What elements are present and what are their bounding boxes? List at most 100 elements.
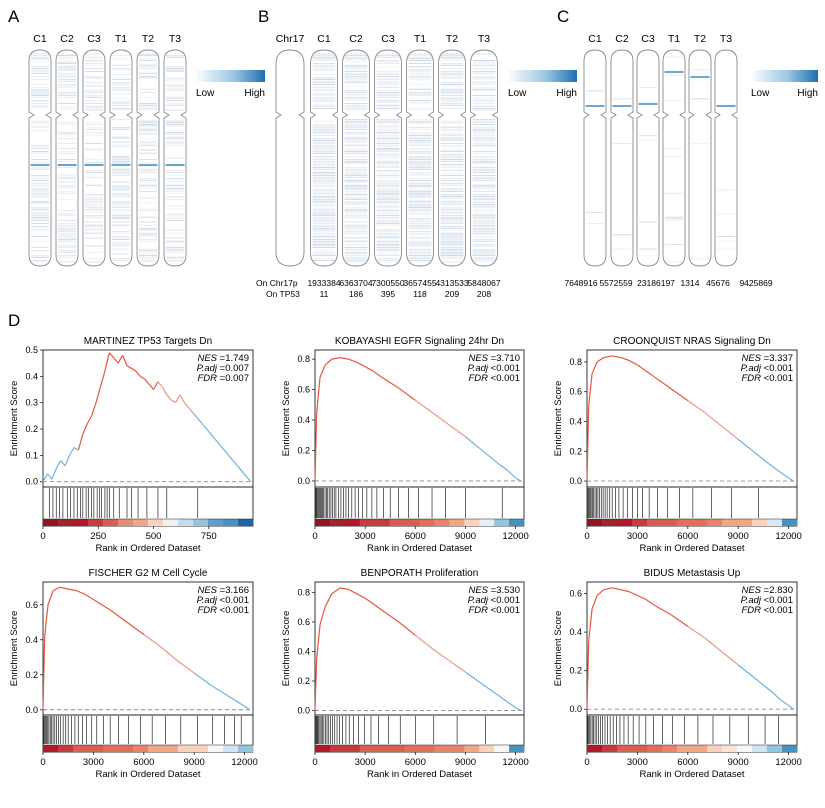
gsea-chart: CROONQUIST NRAS Signaling Dn 0.0 0.2 0.4 0.6…: [553, 336, 802, 554]
track-label: C2: [615, 33, 629, 45]
es-curve-segment: [201, 423, 208, 430]
rank-heat-segment: [479, 519, 495, 526]
es-curve-segment: [331, 587, 341, 595]
gsea-chart: BIDUS Metastasis Up 0.0 0.2 0.4 0.6 Enrichmen…: [553, 568, 802, 780]
rank-heat-segment: [193, 519, 209, 526]
track-label: C1: [317, 33, 331, 45]
es-curve-segment: [498, 463, 508, 471]
rank-heat-segment: [419, 519, 435, 526]
rank-heat-segment: [602, 745, 618, 752]
y-tick-label: 0.4: [297, 646, 310, 656]
rank-heat-segment: [359, 745, 376, 752]
es-curve-segment: [431, 648, 450, 661]
track-label: C1: [33, 33, 47, 45]
count-tp53: 209: [445, 289, 459, 299]
x-tick-label: 3000: [355, 757, 376, 768]
es-curve-segment: [319, 364, 326, 378]
rank-heat-segment: [315, 745, 331, 752]
legend-high-label: High: [556, 88, 577, 99]
rank-heat-segment: [707, 745, 723, 752]
y-tick-label: 0.0: [25, 477, 38, 487]
rank-heat-segment: [73, 745, 89, 752]
padj-stat: P.adj <0.001: [741, 595, 793, 606]
es-curve-segment: [91, 402, 97, 417]
panel-c-track-labels: C1 C2 C3 T1 T2 T3: [588, 33, 732, 45]
nes-stat: NES =1.749: [197, 353, 249, 364]
fdr-stat: FDR =0.007: [198, 373, 250, 384]
x-tick-label: 9000: [455, 757, 476, 768]
es-curve-segment: [227, 695, 237, 702]
es-curve-segment: [184, 402, 190, 409]
rank-heat-segment: [782, 745, 798, 752]
x-tick-label: 12000: [231, 757, 257, 768]
rank-heat-segment: [677, 519, 693, 526]
track-label: T3: [478, 33, 490, 45]
count-value: 45676: [706, 278, 730, 288]
es-curve-segment: [143, 634, 161, 648]
es-curve-segment: [42, 473, 48, 483]
es-curve-segment: [68, 588, 77, 592]
rank-heat-segment: [404, 519, 420, 526]
es-curve-segment: [95, 386, 102, 403]
es-curve-segment: [637, 364, 647, 372]
es-curve-segment: [175, 394, 181, 403]
y-tick-label: 0.4: [25, 635, 38, 645]
es-curve-segment: [314, 412, 318, 481]
es-curve-segment: [596, 589, 605, 596]
es-curve-segment: [481, 683, 500, 697]
es-curve-segment: [364, 597, 374, 605]
x-tick-label: 500: [146, 531, 162, 542]
rank-heat-segment: [617, 745, 633, 752]
es-curve-segment: [235, 700, 245, 707]
es-curve-segment: [414, 399, 433, 413]
chromosome-ideogram: [109, 49, 133, 267]
y-tick-label: 0.0: [569, 476, 582, 486]
rank-heat-segment: [103, 519, 119, 526]
y-tick-label: 0.2: [569, 666, 582, 676]
es-curve-segment: [771, 465, 781, 473]
es-curve-segment: [515, 707, 521, 712]
es-curve-segment: [244, 705, 250, 711]
es-curve-segment: [515, 477, 521, 482]
es-curve-segment: [153, 381, 159, 390]
y-tick-label: 0.6: [569, 387, 582, 397]
es-curve-segment: [498, 695, 508, 703]
es-curve-segment: [193, 672, 212, 686]
es-curve-segment: [316, 624, 321, 659]
es-curve-segment: [324, 593, 333, 608]
count-value: 1314: [681, 278, 700, 288]
rank-heat-segment: [133, 519, 149, 526]
es-curve-segment: [704, 637, 722, 652]
rank-heat-segment: [464, 745, 480, 752]
panel-a-chromosomes: [28, 49, 187, 267]
rank-heat-segment: [404, 745, 420, 752]
es-curve-segment: [99, 370, 106, 388]
chromosome-ideogram: [583, 49, 607, 267]
rank-heat-segment: [344, 519, 361, 526]
chromosome-ideogram: [342, 49, 370, 267]
track-label: T1: [115, 33, 127, 45]
x-tick-label: 12000: [775, 531, 801, 542]
es-curve-segment: [64, 455, 71, 467]
x-tick-label: 0: [40, 757, 45, 768]
panel-c-chromosomes: [583, 49, 738, 267]
y-tick-label: 0.4: [569, 416, 582, 426]
rank-heat-segment: [133, 745, 149, 752]
es-curve-segment: [779, 471, 789, 479]
gsea-chart: FISCHER G2 M Cell Cycle 0.0 0.2 0.4 0.6 Enric…: [9, 568, 258, 780]
es-curve-segment: [481, 450, 500, 465]
padj-stat: P.adj <0.001: [468, 363, 520, 374]
rank-heat-segment: [479, 745, 495, 752]
y-tick-label: 0.0: [297, 476, 310, 486]
y-tick-label: 0.8: [297, 587, 310, 597]
y-tick-label: 0.6: [25, 600, 38, 610]
x-tick-label: 3000: [627, 531, 648, 542]
legend-low-label: Low: [508, 88, 527, 99]
rank-heat-segment: [43, 519, 59, 526]
padj-stat: P.adj <0.001: [741, 363, 793, 374]
count-value: 7648916: [564, 278, 597, 288]
es-curve-segment: [324, 358, 333, 366]
rank-heat-segment: [389, 745, 406, 752]
x-tick-label: 0: [584, 531, 589, 542]
x-axis-label: Rank in Ordered Dataset: [95, 543, 200, 554]
